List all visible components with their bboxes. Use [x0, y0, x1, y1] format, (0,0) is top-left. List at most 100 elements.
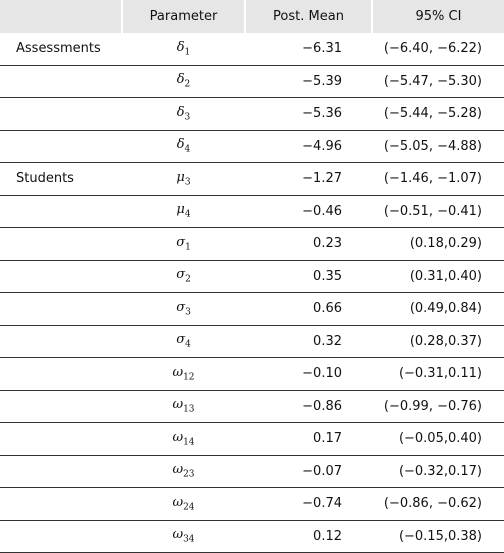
parameter-subscript: 4 — [184, 145, 191, 156]
parameter-subscript: 13 — [183, 405, 195, 416]
group-cell — [0, 325, 122, 358]
parameter-cell: σ3 — [122, 292, 245, 326]
parameter-cell: μ4 — [122, 195, 245, 228]
parameter-symbol: σ — [176, 332, 186, 348]
header-cell — [0, 0, 122, 33]
table-row: σ2 0.35 (0.31,0.40) — [0, 260, 504, 293]
credible-interval: (−0.05,0.40) — [372, 422, 504, 456]
header-cell: 95% CI — [371, 0, 504, 33]
post-mean: 0.66 — [245, 292, 372, 326]
post-mean: −5.39 — [245, 65, 372, 98]
parameter-subscript: 24 — [183, 502, 195, 513]
parameter-cell: ω14 — [122, 422, 245, 456]
table-row: ω23 −0.07 (−0.32,0.17) — [0, 455, 504, 488]
credible-interval: (−0.31,0.11) — [372, 357, 504, 391]
parameter-subscript: 23 — [183, 470, 195, 481]
table-row: Assessments δ1 −6.31 (−6.40, −6.22) — [0, 33, 504, 66]
group-cell — [0, 65, 122, 98]
table-row: Students μ3 −1.27 (−1.46, −1.07) — [0, 162, 504, 196]
post-mean: −0.74 — [245, 487, 372, 521]
group-cell — [0, 260, 122, 293]
table-row: ω14 0.17 (−0.05,0.40) — [0, 422, 504, 456]
credible-interval: (−6.40, −6.22) — [372, 33, 504, 66]
post-mean: −4.96 — [245, 130, 372, 163]
post-mean: −1.27 — [245, 162, 372, 196]
group-cell — [0, 487, 122, 521]
post-mean: 0.35 — [245, 260, 372, 293]
post-mean: −5.36 — [245, 97, 372, 131]
parameter-symbol: ω — [172, 429, 184, 445]
parameter-cell: δ3 — [122, 97, 245, 131]
credible-interval: (−0.51, −0.41) — [372, 195, 504, 228]
parameter-subscript: 14 — [183, 437, 195, 448]
parameter-symbol: δ — [176, 72, 185, 88]
header-cell: Parameter — [121, 0, 245, 33]
group-cell — [0, 390, 122, 423]
group-label: Students — [0, 162, 122, 196]
group-cell — [0, 227, 122, 261]
post-mean: 0.23 — [245, 227, 372, 261]
parameter-cell: σ4 — [122, 325, 245, 358]
parameter-symbol: μ — [176, 202, 185, 218]
parameter-subscript: 2 — [185, 275, 191, 286]
parameter-symbol: ω — [172, 364, 184, 380]
parameter-symbol: ω — [172, 397, 184, 413]
parameter-subscript: 3 — [184, 177, 191, 188]
credible-interval: (−0.15,0.38) — [372, 520, 504, 553]
group-cell — [0, 292, 122, 326]
group-cell — [0, 520, 122, 553]
parameter-cell: δ4 — [122, 130, 245, 163]
credible-interval: (0.49,0.84) — [372, 292, 504, 326]
table-row: σ3 0.66 (0.49,0.84) — [0, 292, 504, 326]
parameter-symbol: ω — [172, 527, 184, 543]
parameter-cell: δ2 — [122, 65, 245, 98]
parameter-subscript: 34 — [183, 535, 195, 546]
group-cell — [0, 357, 122, 391]
group-label: Assessments — [0, 33, 122, 66]
group-cell — [0, 195, 122, 228]
table-row: δ4 −4.96 (−5.05, −4.88) — [0, 130, 504, 163]
table-row: δ3 −5.36 (−5.44, −5.28) — [0, 97, 504, 131]
table-row: μ4 −0.46 (−0.51, −0.41) — [0, 195, 504, 228]
post-mean: −0.86 — [245, 390, 372, 423]
group-cell — [0, 422, 122, 456]
credible-interval: (−5.44, −5.28) — [372, 97, 504, 131]
parameter-cell: σ1 — [122, 227, 245, 261]
group-cell — [0, 97, 122, 131]
table-row: δ2 −5.39 (−5.47, −5.30) — [0, 65, 504, 98]
header-row: Parameter Post. Mean 95% CI — [0, 0, 504, 33]
post-mean: 0.17 — [245, 422, 372, 456]
parameter-cell: μ3 — [122, 162, 245, 196]
header-cell: Post. Mean — [244, 0, 372, 33]
parameter-symbol: ω — [172, 494, 184, 510]
parameter-subscript: 4 — [185, 340, 191, 351]
post-mean: −0.46 — [245, 195, 372, 228]
group-cell — [0, 455, 122, 488]
credible-interval: (−5.05, −4.88) — [372, 130, 504, 163]
post-mean: 0.32 — [245, 325, 372, 358]
credible-interval: (0.28,0.37) — [372, 325, 504, 358]
parameter-subscript: 2 — [184, 80, 191, 91]
parameter-symbol: μ — [176, 169, 185, 185]
post-mean: −0.10 — [245, 357, 372, 391]
table-row: ω34 0.12 (−0.15,0.38) — [0, 520, 504, 553]
parameter-cell: δ1 — [122, 33, 245, 66]
parameter-cell: σ2 — [122, 260, 245, 293]
parameter-cell: ω24 — [122, 487, 245, 521]
parameter-cell: ω23 — [122, 455, 245, 488]
group-cell — [0, 130, 122, 163]
credible-interval: (0.31,0.40) — [372, 260, 504, 293]
table-row: σ4 0.32 (0.28,0.37) — [0, 325, 504, 358]
parameter-cell: ω13 — [122, 390, 245, 423]
parameter-symbol: ω — [172, 462, 184, 478]
credible-interval: (−0.86, −0.62) — [372, 487, 504, 521]
parameter-subscript: 4 — [184, 210, 191, 221]
credible-interval: (−5.47, −5.30) — [372, 65, 504, 98]
table-row: ω13 −0.86 (−0.99, −0.76) — [0, 390, 504, 423]
parameter-subscript: 12 — [183, 372, 195, 383]
post-mean: 0.12 — [245, 520, 372, 553]
credible-interval: (−1.46, −1.07) — [372, 162, 504, 196]
parameter-subscript: 3 — [184, 112, 191, 123]
parameter-subscript: 1 — [185, 242, 191, 253]
